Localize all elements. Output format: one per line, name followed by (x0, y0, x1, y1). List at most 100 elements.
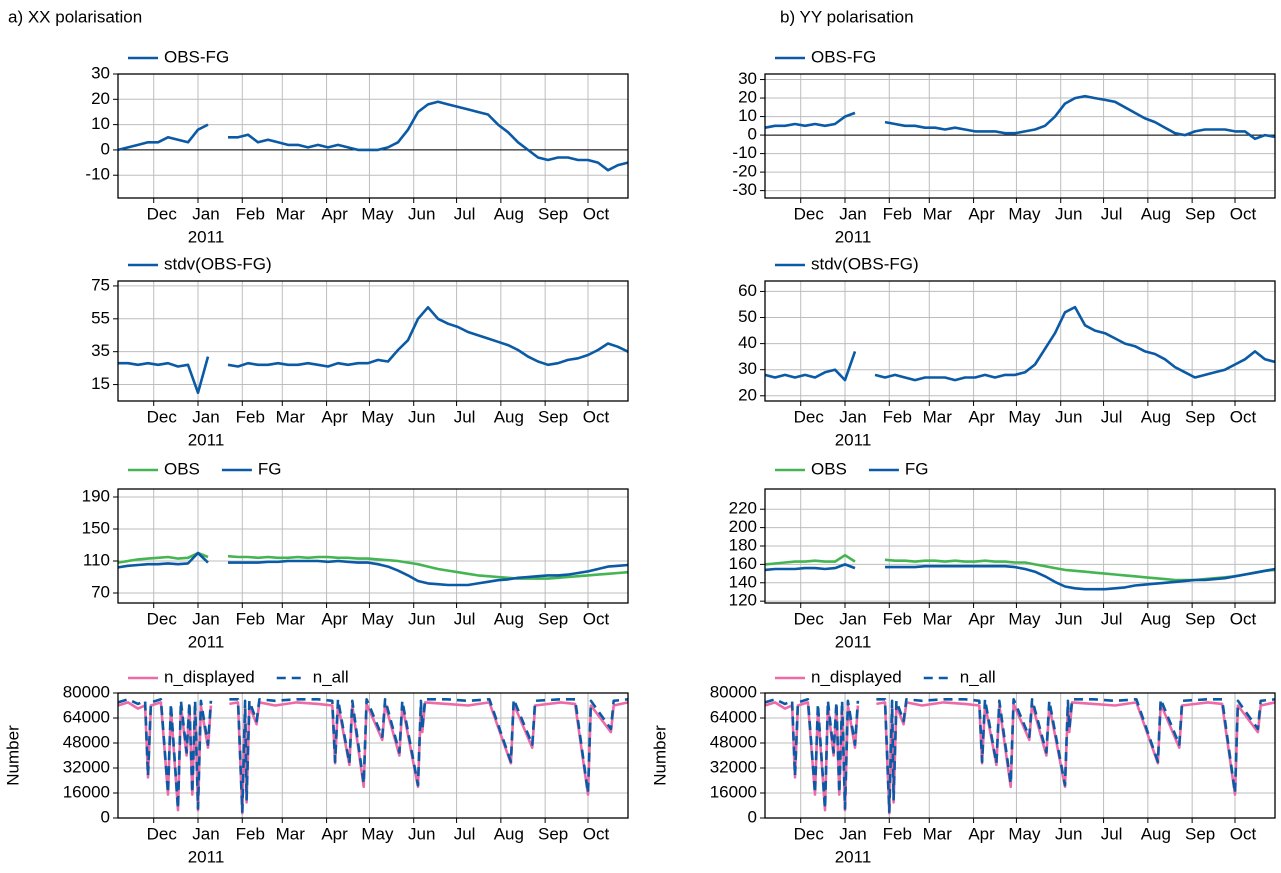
series-line (117, 551, 629, 587)
y-tick-label: 10 (738, 106, 757, 125)
x-tick-label: Aug (494, 609, 524, 628)
x-tick-label: Oct (583, 407, 610, 426)
y-tick-label: 64000 (63, 707, 110, 726)
y-tick-label: -10 (85, 165, 110, 184)
y-tick-label: 20 (738, 88, 757, 107)
x-tick-label: Oct (1230, 824, 1257, 843)
x-tick-label: Mar (276, 609, 306, 628)
x-tick-label: Apr (321, 824, 348, 843)
x-tick-label: Sep (538, 609, 568, 628)
x-tick-label: Jan (192, 609, 219, 628)
x-tick-label: May (1008, 824, 1041, 843)
x-year-label: 2011 (188, 430, 225, 449)
plot-frame (764, 692, 1276, 819)
y-axis-label: Number (3, 725, 22, 786)
panel-title: b) YY polarisation (780, 7, 914, 26)
x-tick-label: May (361, 824, 394, 843)
x-tick-label: Mar (923, 824, 953, 843)
x-tick-label: Jul (454, 609, 476, 628)
y-tick-label: 20 (91, 89, 110, 108)
x-tick-label: Mar (276, 204, 306, 223)
y-tick-label: 35 (91, 341, 110, 360)
legend-label: n_displayed (164, 667, 255, 686)
x-tick-label: Apr (968, 824, 995, 843)
y-tick-label: 50 (738, 307, 757, 326)
x-tick-label: Feb (236, 204, 265, 223)
legend-label: OBS (164, 459, 200, 478)
x-tick-label: Feb (236, 609, 265, 628)
y-tick-label: 70 (91, 582, 110, 601)
legend-label: FG (905, 459, 929, 478)
x-tick-label: Jun (408, 204, 435, 223)
x-tick-label: Feb (883, 824, 912, 843)
x-tick-label: Apr (968, 204, 995, 223)
x-tick-label: Jan (839, 824, 866, 843)
plot-frame (117, 280, 629, 402)
x-tick-label: Dec (147, 407, 178, 426)
x-year-label: 2011 (188, 632, 225, 651)
y-tick-label: 16000 (63, 782, 110, 801)
x-tick-label: May (361, 204, 394, 223)
x-tick-label: Mar (923, 609, 953, 628)
x-tick-label: Oct (1230, 609, 1257, 628)
legend-label: n_displayed (811, 667, 902, 686)
x-tick-label: Jul (454, 204, 476, 223)
y-tick-label: 20 (738, 385, 757, 404)
x-tick-label: Aug (494, 824, 524, 843)
series-line (117, 100, 629, 172)
legend-label: OBS-FG (811, 47, 876, 66)
series-line (764, 563, 1276, 591)
x-tick-label: May (361, 407, 394, 426)
y-tick-label: 48000 (710, 732, 757, 751)
x-tick-label: Feb (883, 609, 912, 628)
y-tick-label: 30 (738, 359, 757, 378)
x-tick-label: Feb (236, 407, 265, 426)
x-tick-label: Feb (883, 407, 912, 426)
y-tick-label: 0 (748, 807, 757, 826)
x-year-label: 2011 (835, 847, 872, 866)
legend-label: FG (258, 459, 282, 478)
x-tick-label: Apr (321, 407, 348, 426)
y-tick-label: -20 (732, 162, 757, 181)
y-tick-label: 80000 (710, 682, 757, 701)
x-tick-label: Aug (494, 204, 524, 223)
y-tick-label: 75 (91, 275, 110, 294)
x-tick-label: Jul (1101, 824, 1123, 843)
y-tick-label: 32000 (63, 757, 110, 776)
x-tick-label: Sep (1185, 609, 1215, 628)
x-tick-label: Jun (1055, 609, 1082, 628)
y-tick-label: 30 (91, 63, 110, 82)
x-tick-label: Mar (923, 204, 953, 223)
y-tick-label: 15 (91, 374, 110, 393)
panel-title: a) XX polarisation (8, 7, 142, 26)
y-tick-label: 160 (729, 554, 757, 573)
y-tick-label: 110 (83, 550, 110, 569)
y-tick-label: 48000 (63, 732, 110, 751)
x-tick-label: Dec (794, 609, 825, 628)
x-tick-label: Feb (883, 204, 912, 223)
x-tick-label: Oct (583, 609, 610, 628)
x-tick-label: Sep (538, 824, 568, 843)
x-tick-label: Jun (408, 609, 435, 628)
x-tick-label: Jun (1055, 204, 1082, 223)
x-tick-label: Jun (1055, 407, 1082, 426)
x-tick-label: Mar (276, 407, 306, 426)
plot-frame (117, 488, 629, 604)
y-tick-label: 140 (729, 572, 757, 591)
plot-frame (764, 73, 1276, 199)
x-tick-label: Aug (494, 407, 524, 426)
y-tick-label: 190 (82, 486, 110, 505)
x-tick-label: Apr (968, 609, 995, 628)
x-tick-label: Apr (321, 609, 348, 628)
x-year-label: 2011 (835, 227, 872, 246)
x-tick-label: Jan (839, 204, 866, 223)
y-tick-label: 150 (82, 518, 110, 537)
x-tick-label: Jun (408, 824, 435, 843)
legend-label: n_all (960, 667, 996, 686)
series-line (117, 551, 629, 580)
x-tick-label: Dec (147, 204, 178, 223)
x-tick-label: Jul (454, 407, 476, 426)
x-tick-label: Oct (1230, 204, 1257, 223)
x-tick-label: Mar (923, 407, 953, 426)
x-tick-label: Dec (794, 204, 825, 223)
